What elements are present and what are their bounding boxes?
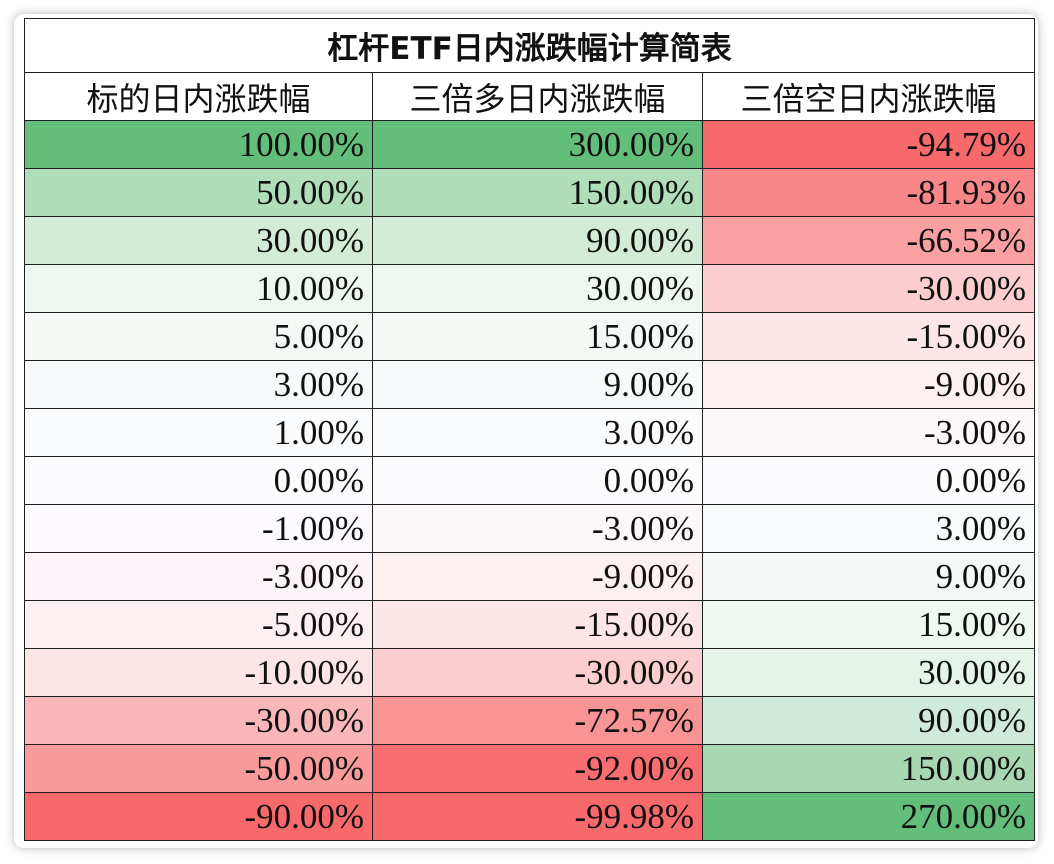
table-row: 30.00% 90.00% -66.52% [24, 216, 1036, 265]
table-row: -1.00% -3.00% 3.00% [24, 504, 1036, 553]
long-3x-change-cell[interactable]: 9.00% [372, 360, 703, 409]
underlying-change-cell[interactable]: 30.00% [24, 216, 373, 265]
underlying-change-cell[interactable]: 5.00% [24, 312, 373, 361]
table-row: -3.00% -9.00% 9.00% [24, 552, 1036, 601]
short-3x-change-cell[interactable]: -9.00% [701, 360, 1036, 409]
long-3x-change-cell[interactable]: -72.57% [372, 696, 703, 745]
underlying-change-cell[interactable]: 10.00% [24, 264, 373, 313]
header-3x-short-change[interactable]: 三倍空日内涨跌幅 [701, 72, 1036, 121]
title-row: 杠杆ETF日内涨跌幅计算简表 [23, 18, 1036, 73]
long-3x-change-cell[interactable]: 300.00% [372, 120, 703, 169]
short-3x-change-cell[interactable]: 15.00% [701, 600, 1036, 649]
long-3x-change-cell[interactable]: 15.00% [372, 312, 703, 361]
short-3x-change-cell[interactable]: -81.93% [701, 168, 1036, 217]
underlying-change-cell[interactable]: 100.00% [24, 120, 373, 169]
underlying-change-cell[interactable]: -5.00% [24, 600, 373, 649]
underlying-change-cell[interactable]: 1.00% [24, 408, 373, 457]
table-row: -10.00% -30.00% 30.00% [24, 648, 1036, 697]
header-row: 标的日内涨跌幅 三倍多日内涨跌幅 三倍空日内涨跌幅 [24, 72, 1036, 121]
long-3x-change-cell[interactable]: 90.00% [372, 216, 703, 265]
table-body: 100.00% 300.00% -94.79% 50.00% 150.00% -81.93… [24, 120, 1036, 841]
short-3x-change-cell[interactable]: 270.00% [701, 792, 1036, 841]
table-row: 3.00% 9.00% -9.00% [24, 360, 1036, 409]
long-3x-change-cell[interactable]: -99.98% [372, 792, 703, 841]
table-row: 5.00% 15.00% -15.00% [24, 312, 1036, 361]
table-row: 10.00% 30.00% -30.00% [24, 264, 1036, 313]
underlying-change-cell[interactable]: 3.00% [24, 360, 373, 409]
short-3x-change-cell[interactable]: 9.00% [701, 552, 1036, 601]
table-row: 1.00% 3.00% -3.00% [24, 408, 1036, 457]
short-3x-change-cell[interactable]: 0.00% [701, 456, 1036, 505]
underlying-change-cell[interactable]: -50.00% [24, 744, 373, 793]
long-3x-change-cell[interactable]: -15.00% [372, 600, 703, 649]
underlying-change-cell[interactable]: 0.00% [24, 456, 373, 505]
table-title[interactable]: 杠杆ETF日内涨跌幅计算简表 [23, 18, 1036, 73]
short-3x-change-cell[interactable]: -66.52% [701, 216, 1036, 265]
underlying-change-cell[interactable]: -3.00% [24, 552, 373, 601]
short-3x-change-cell[interactable]: -15.00% [701, 312, 1036, 361]
long-3x-change-cell[interactable]: -3.00% [372, 504, 703, 553]
table-row: -90.00% -99.98% 270.00% [24, 792, 1036, 841]
short-3x-change-cell[interactable]: 30.00% [701, 648, 1036, 697]
underlying-change-cell[interactable]: 50.00% [24, 168, 373, 217]
leveraged-etf-table: 杠杆ETF日内涨跌幅计算简表 标的日内涨跌幅 三倍多日内涨跌幅 三倍空日内涨跌幅… [23, 18, 1036, 841]
long-3x-change-cell[interactable]: -9.00% [372, 552, 703, 601]
table-row: -30.00% -72.57% 90.00% [24, 696, 1036, 745]
header-3x-long-change[interactable]: 三倍多日内涨跌幅 [372, 72, 703, 121]
table-row: 100.00% 300.00% -94.79% [24, 120, 1036, 169]
underlying-change-cell[interactable]: -1.00% [24, 504, 373, 553]
short-3x-change-cell[interactable]: 3.00% [701, 504, 1036, 553]
table-row: 0.00% 0.00% 0.00% [24, 456, 1036, 505]
short-3x-change-cell[interactable]: -30.00% [701, 264, 1036, 313]
long-3x-change-cell[interactable]: 30.00% [372, 264, 703, 313]
short-3x-change-cell[interactable]: 150.00% [701, 744, 1036, 793]
table-row: 50.00% 150.00% -81.93% [24, 168, 1036, 217]
underlying-change-cell[interactable]: -90.00% [24, 792, 373, 841]
long-3x-change-cell[interactable]: 3.00% [372, 408, 703, 457]
header-underlying-change[interactable]: 标的日内涨跌幅 [24, 72, 373, 121]
table-row: -50.00% -92.00% 150.00% [24, 744, 1036, 793]
short-3x-change-cell[interactable]: -94.79% [701, 120, 1036, 169]
long-3x-change-cell[interactable]: -30.00% [372, 648, 703, 697]
short-3x-change-cell[interactable]: -3.00% [701, 408, 1036, 457]
long-3x-change-cell[interactable]: 0.00% [372, 456, 703, 505]
short-3x-change-cell[interactable]: 90.00% [701, 696, 1036, 745]
underlying-change-cell[interactable]: -10.00% [24, 648, 373, 697]
long-3x-change-cell[interactable]: 150.00% [372, 168, 703, 217]
table-row: -5.00% -15.00% 15.00% [24, 600, 1036, 649]
underlying-change-cell[interactable]: -30.00% [24, 696, 373, 745]
long-3x-change-cell[interactable]: -92.00% [372, 744, 703, 793]
